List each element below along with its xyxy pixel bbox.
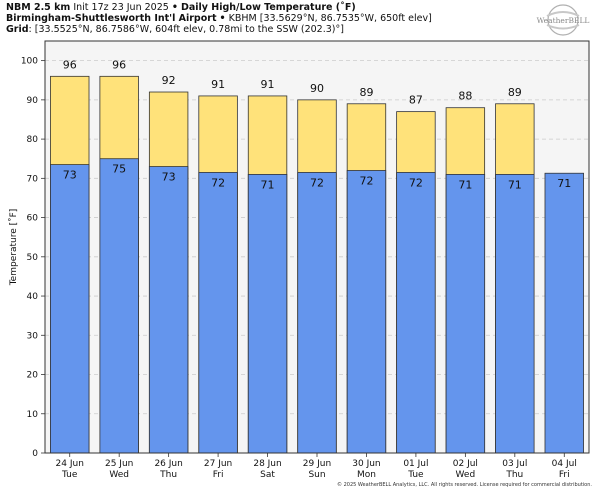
y-tick-label: 50 (27, 253, 39, 263)
x-tick-date: 01 Jul (403, 459, 428, 469)
x-tick-date: 25 Jun (105, 459, 133, 469)
station-info: KBHM [33.5629°N, 86.7535°W, 650ft elev] (228, 13, 432, 24)
x-tick-date: 26 Jun (154, 459, 182, 469)
header-separator-2: • (219, 13, 226, 24)
logo-text: WeatherBELL (537, 16, 590, 25)
x-tick-weekday: Sun (308, 470, 325, 480)
x-tick-weekday: Mon (357, 470, 376, 480)
y-tick-label: 0 (32, 449, 38, 459)
high-temp-label: 90 (310, 82, 324, 95)
x-tick-weekday: Fri (559, 470, 570, 480)
low-temp-label: 72 (359, 174, 373, 187)
x-tick-date: 30 Jun (352, 459, 380, 469)
header-separator: • (171, 2, 178, 13)
low-temp-bar (396, 172, 436, 454)
y-tick-label: 90 (27, 96, 39, 106)
high-temp-label: 96 (112, 58, 126, 71)
model-name: NBM 2.5 km (6, 2, 71, 13)
x-tick-weekday: Fri (213, 470, 224, 480)
chart-header-line-3: Grid: [33.5525°N, 86.7586°W, 604ft elev,… (6, 24, 344, 35)
low-temp-label: 72 (409, 176, 423, 189)
high-temp-label: 89 (508, 86, 522, 99)
high-temp-label: 89 (359, 86, 373, 99)
x-tick-weekday: Tue (407, 470, 424, 480)
low-temp-label: 72 (310, 176, 324, 189)
y-tick-label: 30 (27, 331, 39, 341)
low-temp-label: 71 (261, 178, 275, 191)
low-temp-bar (297, 172, 337, 454)
low-temp-label: 72 (211, 176, 225, 189)
y-tick-label: 80 (27, 135, 39, 145)
low-temp-bar (346, 170, 387, 454)
chart-header-line-2: Birmingham-Shuttlesworth Int'l Airport •… (6, 13, 432, 24)
x-tick-weekday: Wed (109, 470, 129, 480)
weatherbell-logo: WeatherBELL (537, 4, 590, 36)
high-temp-label: 96 (63, 58, 77, 71)
x-tick-date: 28 Jun (253, 459, 281, 469)
low-temp-bar (247, 174, 288, 454)
x-tick-date: 03 Jul (502, 459, 527, 469)
chart-title: Daily High/Low Temperature (˚F) (180, 2, 356, 13)
data-labels: 96 73 96 75 92 73 91 72 91 71 90 72 89 72 87 72 88 71 89 71… (63, 58, 572, 191)
high-temp-label: 91 (261, 78, 275, 91)
x-tick-date: 29 Jun (303, 459, 331, 469)
low-temp-bar (50, 164, 90, 454)
x-tick-weekday: Sat (260, 470, 275, 480)
y-tick-label: 10 (27, 410, 39, 420)
y-tick-label: 60 (27, 214, 39, 224)
y-axis-label: Temperature [˚F] (8, 209, 19, 287)
low-temp-bar (445, 174, 486, 454)
high-temp-label: 87 (409, 94, 423, 107)
high-temp-label: 92 (162, 74, 176, 87)
x-tick-date: 27 Jun (204, 459, 232, 469)
x-tick-weekday: Thu (159, 470, 177, 480)
x-tick-date: 24 Jun (56, 459, 84, 469)
station-name: Birmingham-Shuttlesworth Int'l Airport (6, 13, 217, 24)
low-temp-bar (198, 172, 238, 454)
low-temp-label: 71 (508, 178, 522, 191)
y-tick-label: 100 (21, 57, 38, 67)
low-temp-bar (495, 174, 535, 454)
x-tick-weekday: Tue (61, 470, 78, 480)
y-tick-label: 20 (27, 371, 39, 381)
high-temp-label: 88 (458, 90, 472, 103)
x-tick-date: 04 Jul (552, 459, 577, 469)
low-temp-label: 73 (162, 171, 176, 184)
x-tick-date: 02 Jul (453, 459, 478, 469)
init-time: Init 17z 23 Jun 2025 (73, 2, 169, 13)
copyright-notice: © 2025 WeatherBELL Analytics, LLC. All r… (337, 482, 592, 488)
x-tick-weekday: Wed (456, 470, 476, 480)
low-temp-bar (99, 158, 139, 454)
chart-header-line-1: NBM 2.5 km Init 17z 23 Jun 2025 • Daily … (6, 2, 356, 13)
grid-label: Grid (6, 24, 29, 35)
low-temp-bar (544, 172, 584, 454)
grid-info: [33.5525°N, 86.7586°W, 604ft elev, 0.78m… (34, 24, 344, 35)
x-tick-weekday: Thu (505, 470, 523, 480)
bars (50, 75, 584, 454)
low-temp-label: 71 (557, 177, 571, 190)
low-temp-label: 73 (63, 169, 77, 182)
low-temp-bar (148, 166, 189, 454)
y-tick-label: 70 (27, 174, 39, 184)
y-tick-label: 40 (27, 292, 39, 302)
high-temp-label: 91 (211, 78, 225, 91)
low-temp-label: 71 (458, 178, 472, 191)
low-temp-label: 75 (112, 163, 126, 176)
